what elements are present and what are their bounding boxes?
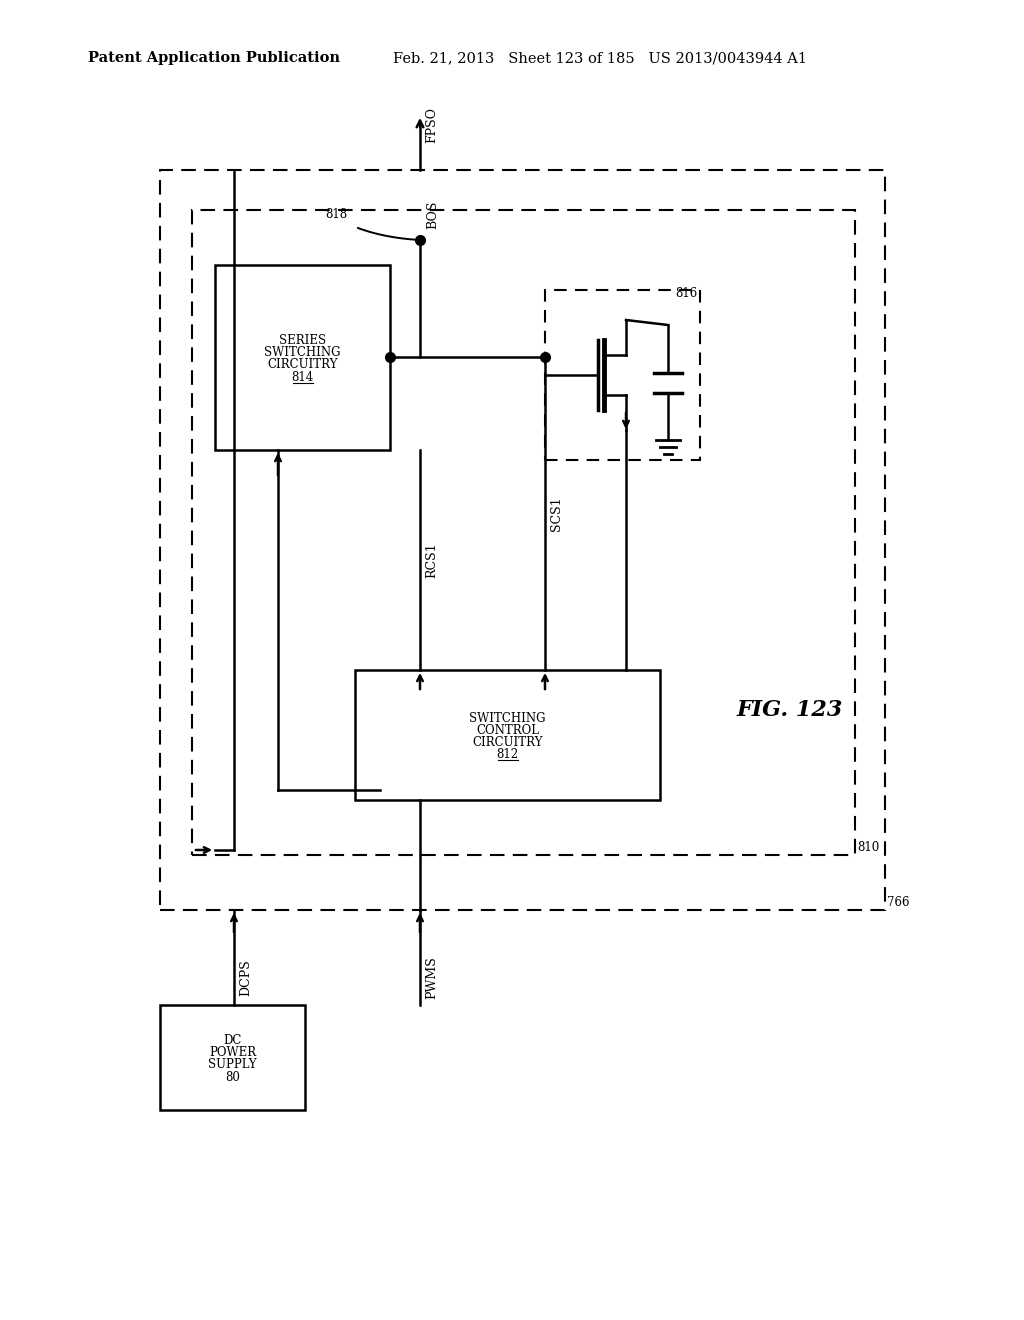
Text: SWITCHING: SWITCHING (469, 711, 546, 725)
Text: 766: 766 (887, 896, 909, 909)
Text: CIRCUITRY: CIRCUITRY (472, 735, 543, 748)
Text: SCS1: SCS1 (550, 496, 563, 531)
Text: 816: 816 (676, 286, 698, 300)
Text: DCPS: DCPS (239, 960, 252, 995)
Text: FPSO: FPSO (425, 107, 438, 143)
Text: SWITCHING: SWITCHING (264, 346, 341, 359)
Bar (215, 265, 390, 450)
Text: SUPPLY: SUPPLY (208, 1059, 257, 1071)
Text: BOS: BOS (426, 201, 439, 230)
Text: 818: 818 (325, 209, 347, 222)
Bar (545, 290, 700, 459)
Bar (193, 210, 855, 855)
Text: CIRCUITRY: CIRCUITRY (267, 358, 338, 371)
Text: RCS1: RCS1 (425, 543, 438, 578)
Text: PWMS: PWMS (425, 956, 438, 999)
Text: Patent Application Publication: Patent Application Publication (88, 51, 340, 65)
Text: CONTROL: CONTROL (476, 723, 539, 737)
Text: 814: 814 (292, 371, 313, 384)
Text: Feb. 21, 2013   Sheet 123 of 185   US 2013/0043944 A1: Feb. 21, 2013 Sheet 123 of 185 US 2013/0… (393, 51, 807, 65)
Text: POWER: POWER (209, 1045, 256, 1059)
Text: DC: DC (223, 1034, 242, 1047)
Text: 80: 80 (225, 1071, 240, 1084)
Bar (160, 1005, 305, 1110)
Text: 812: 812 (497, 748, 518, 762)
Text: 810: 810 (857, 841, 880, 854)
Text: FIG. 123: FIG. 123 (737, 700, 843, 721)
Text: SERIES: SERIES (279, 334, 326, 347)
Bar (355, 671, 660, 800)
Bar (160, 170, 885, 909)
